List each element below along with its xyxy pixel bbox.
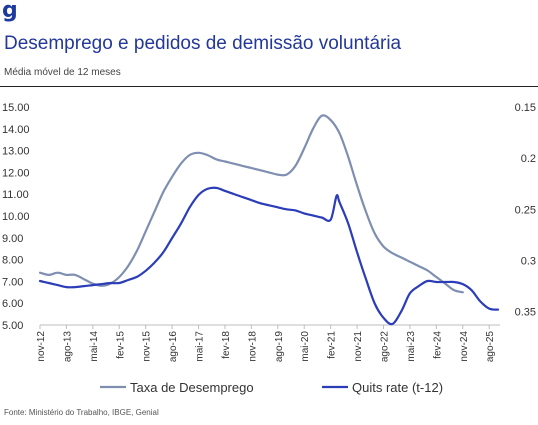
legend-label: Quits rate (t-12) xyxy=(352,380,443,395)
x-axis-tick-label: fev-18 xyxy=(221,331,232,359)
x-axis-tick-label: mai-17 xyxy=(195,331,206,362)
x-axis-tick-label: nov-18 xyxy=(247,331,258,362)
x-axis-tick-label: ago-19 xyxy=(274,331,285,363)
x-axis-tick-label: ago-16 xyxy=(168,331,179,363)
left-axis-tick-label: 9.00 xyxy=(2,233,23,245)
x-axis-tick-label: fev-24 xyxy=(432,331,443,359)
x-axis-tick-label: ago-25 xyxy=(485,331,496,363)
left-axis-tick-label: 15.00 xyxy=(2,102,30,114)
x-axis-tick-label: ago-13 xyxy=(62,331,73,363)
x-axis-tick-label: mai-14 xyxy=(89,331,100,362)
x-axis-tick-label: nov-15 xyxy=(142,331,153,362)
left-axis-tick-label: 11.00 xyxy=(2,189,29,201)
title-divider xyxy=(0,86,538,87)
left-axis-tick-label: 6.00 xyxy=(2,298,23,310)
genial-logo: g xyxy=(2,0,18,23)
x-axis-tick-label: nov-12 xyxy=(36,331,47,362)
right-axis-tick-label: 0.25 xyxy=(515,204,536,216)
series-line-unemployment xyxy=(38,114,464,294)
chart-title: Desemprego e pedidos de demissão voluntá… xyxy=(4,33,402,54)
legend-label: Taxa de Desemprego xyxy=(130,380,254,395)
x-axis-tick-label: ago-22 xyxy=(380,331,391,363)
x-axis-tick-label: mai-23 xyxy=(406,331,417,362)
right-axis-tick-label: 0.35 xyxy=(515,307,536,319)
x-axis-tick-label: mai-20 xyxy=(300,331,311,362)
chart-subtitle: Média móvel de 12 meses xyxy=(4,67,121,78)
left-axis-tick-label: 14.00 xyxy=(2,124,30,136)
right-axis-tick-label: 0.15 xyxy=(515,102,536,114)
x-axis-tick-label: fev-15 xyxy=(115,331,126,359)
x-axis-tick-label: nov-24 xyxy=(459,331,470,362)
right-axis-tick-label: 0.3 xyxy=(521,256,536,268)
left-axis-tick-label: 13.00 xyxy=(2,146,30,158)
x-axis-tick-label: fev-21 xyxy=(327,331,338,359)
series-line-quits xyxy=(38,186,500,326)
left-axis-tick-label: 12.00 xyxy=(2,167,30,179)
left-axis-tick-label: 5.00 xyxy=(2,320,23,332)
right-axis-tick-label: 0.2 xyxy=(521,153,536,165)
source-note: Fonte: Ministério do Trabalho, IBGE, Gen… xyxy=(4,408,159,417)
left-axis-tick-label: 7.00 xyxy=(2,276,23,288)
left-axis-tick-label: 10.00 xyxy=(2,211,30,223)
left-axis-tick-label: 8.00 xyxy=(2,255,23,267)
x-axis-tick-label: nov-21 xyxy=(353,331,364,362)
